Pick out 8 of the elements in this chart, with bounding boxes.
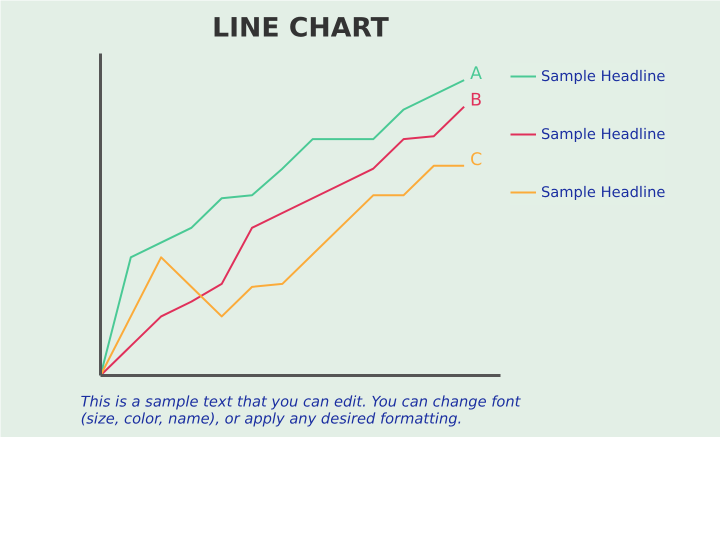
annotation: A: [470, 64, 482, 84]
annotation: B: [470, 90, 482, 111]
legend-label: Sample Headline: [541, 126, 666, 142]
legend-label: Sample Headline: [541, 184, 666, 200]
chart-title: LINE CHART: [212, 12, 390, 44]
text: This is a sample text that you can edit. You can change font (size, color, name), or apply any desired formatting.: [80, 394, 522, 428]
legend-label: Sample Headline: [541, 68, 666, 84]
annotation: C: [470, 150, 482, 170]
